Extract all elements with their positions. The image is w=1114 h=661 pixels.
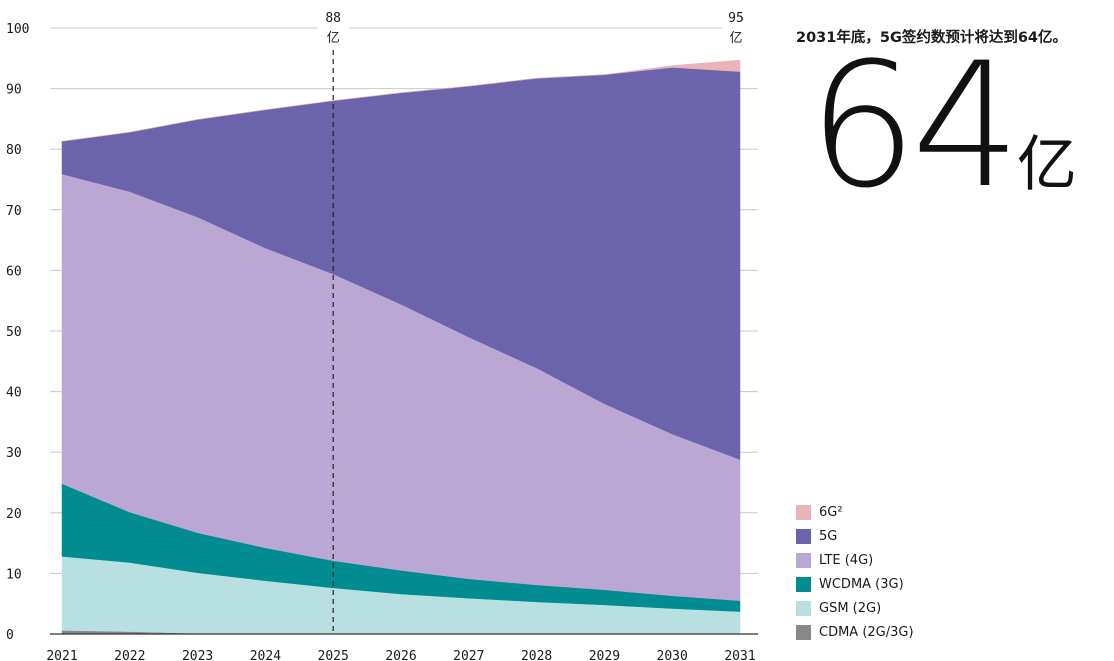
legend-label: GSM (2G) — [819, 600, 882, 616]
x-tick-label-2021: 2021 — [46, 649, 77, 661]
y-tick-label-30: 30 — [6, 446, 22, 461]
x-tick-label-2030: 2030 — [657, 649, 688, 661]
y-tick-label-80: 80 — [6, 143, 22, 158]
x-tick-label-2027: 2027 — [453, 649, 484, 661]
legend-item: 5G — [796, 524, 914, 548]
legend-swatch — [796, 624, 811, 640]
y-tick-label-90: 90 — [6, 83, 22, 98]
annotation-2025-unit: 亿 — [327, 31, 340, 46]
x-axis-ticks: 2021 2022 2023 2024 2025 2026 2027 2028 2029 2030… — [46, 649, 755, 661]
legend-item: CDMA (2G/3G) — [796, 620, 914, 644]
legend-label: WCDMA (3G) — [819, 576, 904, 592]
x-tick-label-2026: 2026 — [385, 649, 416, 661]
legend-label: 5G — [819, 528, 838, 544]
legend-swatch — [796, 576, 811, 592]
x-tick-label-2024: 2024 — [250, 649, 281, 661]
area-6g — [61, 59, 741, 142]
y-tick-label-70: 70 — [6, 204, 22, 219]
x-tick-label-2022: 2022 — [114, 649, 145, 661]
y-axis-ticks: 0 10 20 30 40 50 60 70 80 90 100 — [6, 22, 29, 643]
x-tick-label-2028: 2028 — [521, 649, 552, 661]
annotation-2031: 95 亿 — [728, 11, 744, 46]
legend-label: 6G² — [819, 504, 843, 520]
y-tick-label-100: 100 — [6, 22, 29, 37]
annotation-2025: 88 亿 — [325, 11, 341, 46]
legend-item: WCDMA (3G) — [796, 572, 914, 596]
legend-label: LTE (4G) — [819, 552, 874, 568]
y-tick-label-40: 40 — [6, 386, 22, 401]
legend-label: CDMA (2G/3G) — [819, 624, 914, 640]
legend-item: LTE (4G) — [796, 548, 914, 572]
x-tick-label-2031: 2031 — [724, 649, 755, 661]
legend-swatch — [796, 504, 811, 520]
area-series — [61, 59, 741, 635]
legend-item: 6G² — [796, 500, 914, 524]
big-stat-number: 64 — [808, 25, 1021, 226]
legend: 6G² 5G LTE (4G) WCDMA (3G) GSM (2G) CDMA (2G/… — [796, 500, 914, 644]
annotation-2031-value: 95 — [728, 11, 744, 26]
headline: 2031年底，5G签约数预计将达到64亿。 — [796, 30, 1068, 46]
legend-swatch — [796, 552, 811, 568]
legend-swatch — [796, 600, 811, 616]
annotation-2025-value: 88 — [325, 11, 341, 26]
y-tick-label-60: 60 — [6, 264, 22, 279]
big-stat: 64亿 — [808, 40, 1077, 212]
annotation-2031-unit: 亿 — [729, 31, 742, 46]
legend-item: GSM (2G) — [796, 596, 914, 620]
x-tick-label-2029: 2029 — [589, 649, 620, 661]
x-tick-label-2023: 2023 — [182, 649, 213, 661]
x-tick-label-2025: 2025 — [318, 649, 349, 661]
y-tick-label-0: 0 — [6, 628, 14, 643]
legend-swatch — [796, 528, 811, 544]
y-tick-label-50: 50 — [6, 325, 22, 340]
y-tick-label-10: 10 — [6, 567, 22, 582]
big-stat-unit: 亿 — [1016, 130, 1077, 200]
y-tick-label-20: 20 — [6, 507, 22, 522]
